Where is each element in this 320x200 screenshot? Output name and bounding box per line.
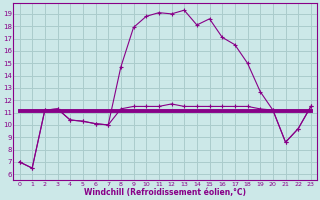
- X-axis label: Windchill (Refroidissement éolien,°C): Windchill (Refroidissement éolien,°C): [84, 188, 246, 197]
